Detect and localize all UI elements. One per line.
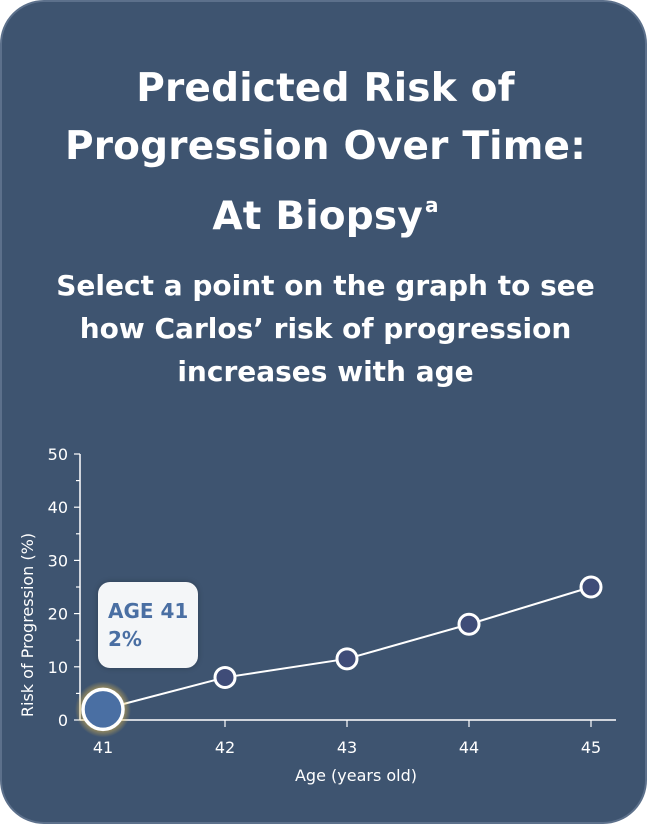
chart-subtitle: Select a point on the graph to see how C… bbox=[56, 269, 595, 388]
x-tick-label: 42 bbox=[215, 738, 235, 757]
data-point[interactable] bbox=[335, 647, 359, 671]
tooltip-value: 2% bbox=[108, 627, 142, 651]
y-tick-label: 40 bbox=[48, 498, 68, 517]
data-point-selected[interactable] bbox=[81, 687, 125, 732]
selected-point-tooltip: AGE 41 2% bbox=[98, 582, 198, 668]
tooltip-age: AGE 41 bbox=[108, 599, 189, 623]
y-tick-label: 30 bbox=[48, 551, 68, 570]
data-point[interactable] bbox=[579, 575, 603, 599]
data-point[interactable] bbox=[213, 665, 237, 689]
x-tick-label: 43 bbox=[337, 738, 357, 757]
y-tick-label: 50 bbox=[48, 445, 68, 464]
data-point[interactable] bbox=[457, 612, 481, 636]
y-tick-label: 20 bbox=[48, 605, 68, 624]
y-tick-label: 10 bbox=[48, 658, 68, 677]
y-axis-title: Risk of Progression (%) bbox=[18, 533, 37, 717]
x-tick-label: 44 bbox=[459, 738, 479, 757]
x-axis-title: Age (years old) bbox=[295, 766, 417, 785]
chart-title: Predicted Risk of Progression Over Time:… bbox=[42, 60, 609, 246]
x-tick-label: 41 bbox=[93, 738, 113, 757]
title-footnote-marker: a bbox=[424, 193, 439, 217]
chart-title-text: Predicted Risk of Progression Over Time:… bbox=[64, 66, 587, 239]
x-tick-label: 45 bbox=[581, 738, 601, 757]
y-tick-label: 0 bbox=[58, 711, 68, 730]
